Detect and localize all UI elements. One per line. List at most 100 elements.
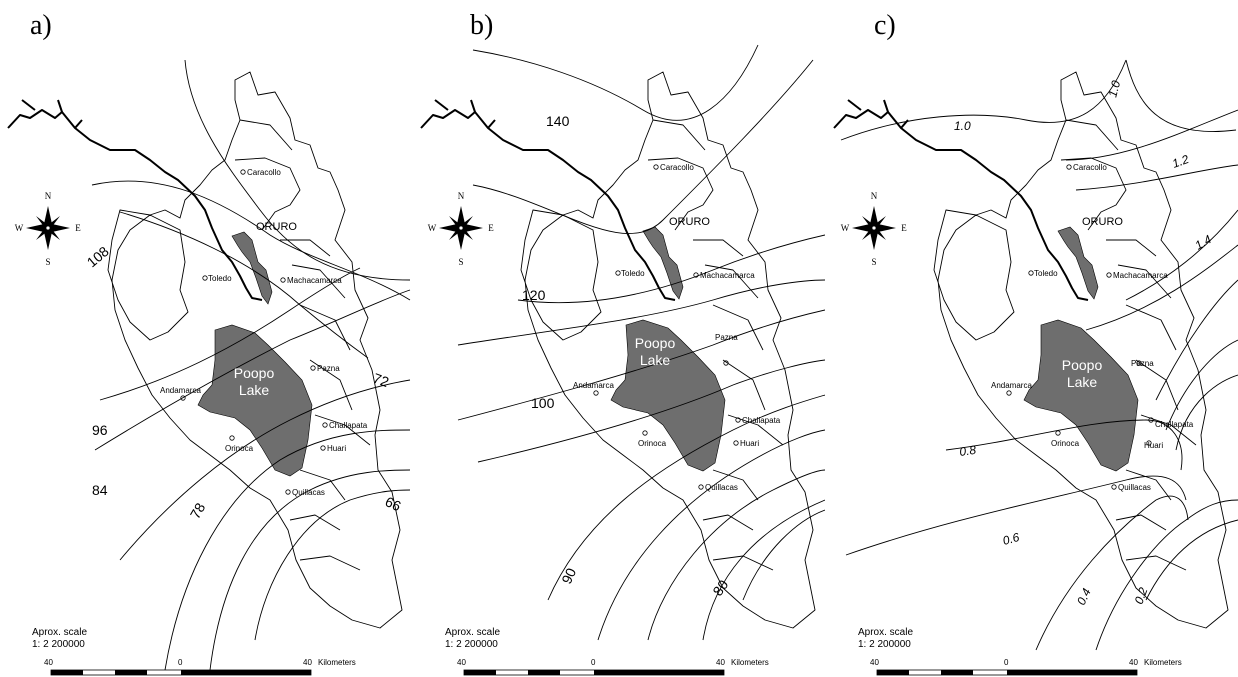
city-markers xyxy=(593,164,741,490)
isoline-label: 0.6 xyxy=(1001,530,1021,548)
uru-uru-lake xyxy=(1057,226,1099,300)
city-machacamarca: Machacamarca xyxy=(700,271,755,280)
uru-uru-lake xyxy=(231,231,273,305)
compass-s: S xyxy=(45,257,50,267)
city-quillacas: Quillacas xyxy=(292,488,325,497)
compass-w: W xyxy=(841,223,850,233)
isoline xyxy=(1125,59,1237,132)
poopo-lake xyxy=(197,324,313,477)
compass-w: W xyxy=(428,223,437,233)
isoline-label: 0.2 xyxy=(1132,585,1151,606)
isoline-label: 72 xyxy=(371,370,391,390)
isoline xyxy=(845,475,1187,556)
isoline xyxy=(945,419,1183,471)
scale-mid: 0 xyxy=(1004,658,1009,667)
uru-uru-lake xyxy=(642,226,684,300)
city-pazna: Pazna xyxy=(1131,359,1154,368)
compass-e: E xyxy=(488,223,494,233)
scale-caption-line1: Aprox. scale xyxy=(858,627,914,638)
isoline xyxy=(1065,109,1238,161)
isoline-label: 100 xyxy=(531,395,555,411)
map-panel-b: b) Caracollo ORURO Toledo Ma xyxy=(413,0,825,677)
city-caracollo: Caracollo xyxy=(660,163,694,172)
city-pazna: Pazna xyxy=(317,364,340,373)
isoline-label: 1.4 xyxy=(1193,232,1215,253)
isoline xyxy=(119,211,369,359)
city-machacamarca: Machacamarca xyxy=(287,276,342,285)
scale-unit: Kilometers xyxy=(1144,658,1182,667)
isoline-label: 108 xyxy=(84,243,112,270)
poopo-lake xyxy=(1023,319,1139,472)
map-panel-a: a) Caracollo ORURO xyxy=(0,0,412,677)
scale-caption-line1: Aprox. scale xyxy=(445,627,501,638)
city-machacamarca: Machacamarca xyxy=(1113,271,1168,280)
isoline xyxy=(472,59,814,234)
scale-right: 40 xyxy=(1129,658,1138,667)
isoline xyxy=(702,499,825,641)
scale-caption-line2: 1: 2 200000 xyxy=(858,639,911,650)
scale-mid: 0 xyxy=(178,658,183,667)
scale-unit: Kilometers xyxy=(318,658,356,667)
river-branch xyxy=(21,99,83,129)
isoline-label: 84 xyxy=(92,482,108,498)
city-huari: Huari xyxy=(1144,441,1163,450)
panel-letter: c) xyxy=(874,10,896,41)
isoline xyxy=(1175,374,1238,451)
isoline-label: 0.8 xyxy=(958,443,977,459)
isoline xyxy=(457,309,825,421)
city-quillacas: Quillacas xyxy=(705,483,738,492)
isoline xyxy=(547,394,825,601)
isoline xyxy=(742,509,825,601)
lake-label-line1: Poopo xyxy=(635,335,676,351)
city-orinoca: Orinoca xyxy=(225,444,254,453)
scale-right: 40 xyxy=(303,658,312,667)
lake-label-line2: Lake xyxy=(239,382,270,398)
isoline-label: 96 xyxy=(92,422,108,438)
isoline xyxy=(209,469,411,671)
lake-label-line1: Poopo xyxy=(234,365,275,381)
compass-e: E xyxy=(75,223,81,233)
map-svg: Caracollo ORURO Toledo Machacamarca Pazn… xyxy=(7,59,411,676)
city-markers xyxy=(180,169,328,495)
scale-left: 40 xyxy=(44,658,53,667)
isoline xyxy=(647,469,825,641)
map-panel-c: c) Caracollo ORURO xyxy=(826,0,1238,677)
scale-bar xyxy=(50,669,312,676)
lake-label-line1: Poopo xyxy=(1062,357,1103,373)
isoline xyxy=(457,279,825,346)
river-branch xyxy=(434,99,496,129)
isoline xyxy=(1075,164,1238,191)
compass-s: S xyxy=(871,257,876,267)
isoline-label: 140 xyxy=(546,113,570,129)
scale-left: 40 xyxy=(457,658,466,667)
compass-w: W xyxy=(15,223,24,233)
panel-letter: b) xyxy=(470,10,494,41)
scale-right: 40 xyxy=(716,658,725,667)
compass-rose-icon xyxy=(439,206,483,250)
isoline xyxy=(1085,244,1238,331)
isoline-label: 66 xyxy=(383,493,404,514)
isoline xyxy=(597,429,825,641)
isoline xyxy=(1035,495,1189,651)
city-andamarca: Andamarca xyxy=(160,386,201,395)
isoline-label: 90 xyxy=(558,565,579,586)
isoline xyxy=(254,489,411,641)
isoline-label: 1.0 xyxy=(1105,79,1123,99)
isoline-label: 0.4 xyxy=(1074,586,1094,607)
scale-caption-line2: 1: 2 200000 xyxy=(445,639,498,650)
isoline-label: 1.0 xyxy=(954,119,971,133)
city-orinoca: Orinoca xyxy=(1051,439,1080,448)
scale-left: 40 xyxy=(870,658,879,667)
isoline xyxy=(517,234,825,304)
isoline xyxy=(91,180,411,301)
isoline-label: 80 xyxy=(709,577,731,599)
city-quillacas: Quillacas xyxy=(1118,483,1151,492)
isoline xyxy=(1125,209,1238,301)
city-huari: Huari xyxy=(740,439,759,448)
city-huari: Huari xyxy=(327,444,346,453)
city-challapata: Challapata xyxy=(1155,420,1194,429)
panel-letter: a) xyxy=(30,10,52,41)
compass-rose-icon xyxy=(26,206,70,250)
isoline xyxy=(1155,279,1238,401)
isoline xyxy=(164,429,411,671)
